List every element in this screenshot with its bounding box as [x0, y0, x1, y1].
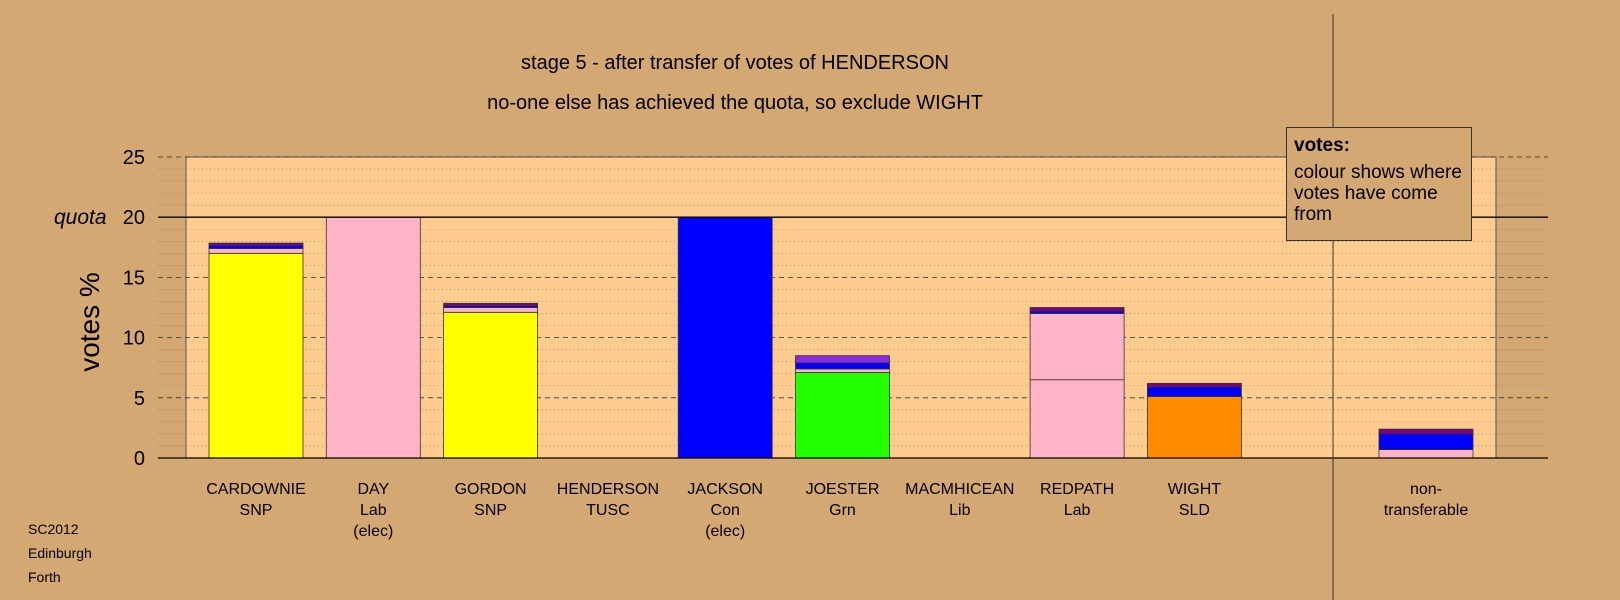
category-party-label: transferable	[1384, 502, 1469, 519]
bar-segment	[208, 252, 304, 459]
category-party-label: Lib	[949, 502, 970, 519]
category-name-label: DAY	[357, 481, 389, 498]
footer-election: SC2012	[28, 521, 79, 537]
bar-segment	[1029, 313, 1125, 381]
category-party-label: Lab	[360, 502, 387, 519]
bar-segment	[795, 368, 890, 373]
bar-segment	[443, 307, 539, 313]
category-name-label: CARDOWNIE	[206, 481, 306, 498]
y-tick-label: 20	[123, 207, 145, 229]
y-axis-label: votes %	[74, 272, 105, 372]
category-name-label: HENDERSON	[557, 481, 659, 498]
bar-segment	[1029, 379, 1125, 459]
category-party-label: Lab	[1064, 502, 1091, 519]
y-tick-label: 15	[123, 267, 145, 289]
footer-ward: Forth	[28, 569, 61, 585]
bar-segment	[795, 362, 890, 370]
bar-segment	[208, 242, 304, 246]
y-tick-label: 10	[123, 328, 145, 350]
category-name-label: JOESTER	[806, 481, 880, 498]
legend-title: votes:	[1294, 135, 1350, 156]
category-name-label: REDPATH	[1040, 481, 1114, 498]
bar-segment	[1147, 396, 1242, 459]
bar-segment	[677, 216, 773, 459]
bar-segment	[208, 245, 304, 249]
y-tick-label: 0	[134, 448, 145, 470]
bar-segment	[1029, 307, 1125, 312]
category-note-label: (elec)	[353, 523, 393, 540]
category-party-label: SNP	[474, 502, 507, 519]
bar-segment	[1378, 433, 1474, 450]
footer-council: Edinburgh	[28, 545, 92, 561]
bar-segment	[443, 302, 539, 307]
category-name-label: non-	[1410, 481, 1442, 498]
bar-segment	[208, 248, 304, 254]
category-party-label: Con	[711, 502, 740, 519]
y-tick-label: 5	[134, 388, 145, 410]
bar-segment	[1378, 428, 1474, 435]
bar-segment	[1378, 449, 1474, 459]
chart-title: stage 5 - after transfer of votes of HEN…	[521, 52, 949, 74]
category-party-label: SNP	[240, 502, 273, 519]
bar-segment	[443, 311, 539, 459]
category-party-label: SLD	[1179, 502, 1210, 519]
category-name-label: GORDON	[455, 481, 527, 498]
bar-segment	[1147, 382, 1242, 388]
y-tick-label: 25	[123, 147, 145, 169]
bar-segment	[1147, 386, 1242, 397]
legend-box: votes: colour shows where votes have com…	[1286, 127, 1472, 241]
bar-segment	[325, 216, 421, 459]
bar-segment	[795, 355, 890, 364]
category-party-label: Grn	[829, 502, 856, 519]
category-note-label: (elec)	[705, 523, 745, 540]
category-name-label: WIGHT	[1168, 481, 1222, 498]
category-name-label: MACMHICEAN	[905, 481, 1014, 498]
category-name-label: JACKSON	[687, 481, 763, 498]
chart-subtitle: no-one else has achieved the quota, so e…	[487, 92, 983, 114]
legend-body: colour shows where votes have come from	[1294, 162, 1462, 225]
category-party-label: TUSC	[586, 502, 630, 519]
bar-segment	[795, 372, 890, 459]
quota-label: quota	[54, 206, 107, 229]
